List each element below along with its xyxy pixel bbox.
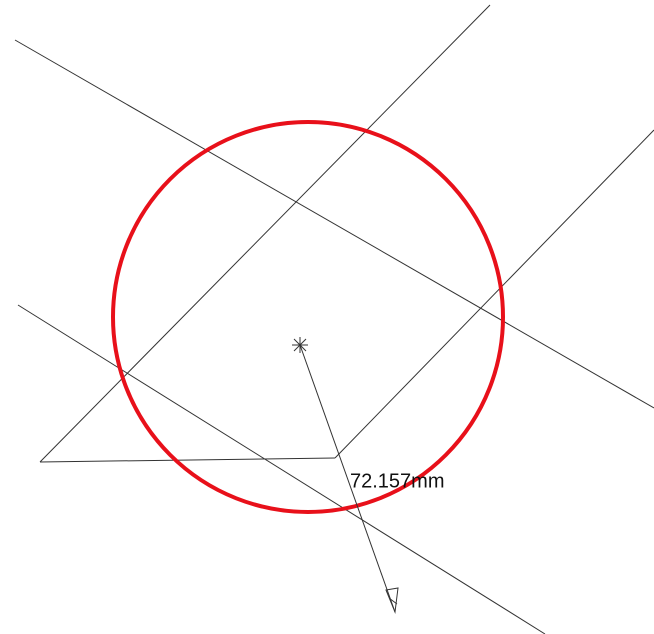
construction-line [39,457,336,463]
construction-line [39,4,491,463]
dimension-leader [299,344,396,613]
construction-line [334,129,654,459]
construction-line [17,304,546,634]
sketch-circle [111,120,505,514]
arrow-head [385,587,399,614]
construction-line [14,39,654,409]
dimension-label: 72.157mm [350,470,445,492]
